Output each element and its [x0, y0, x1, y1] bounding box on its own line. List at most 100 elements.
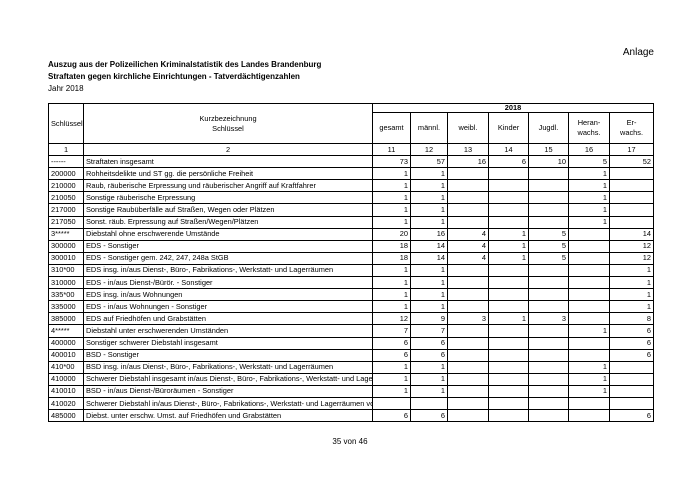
column-number: 11: [372, 142, 411, 157]
value-cell: [488, 372, 529, 386]
description-header-line: Kurzbezeichnung: [199, 113, 257, 123]
value-cell: 1: [372, 167, 411, 181]
value-cell: 10: [528, 155, 569, 169]
value-cell: [488, 179, 529, 193]
key-cell: 410*00: [48, 360, 84, 374]
value-cell: 4: [447, 227, 489, 241]
value-cell: [447, 348, 489, 362]
header-row: Schlüssel Kurzbezeichnung Schlüssel 2018: [48, 103, 655, 144]
column-header: Heran-wachs.: [568, 112, 610, 144]
value-cell: [528, 336, 569, 350]
subtitle: Straftaten gegen kirchliche Einrichtunge…: [48, 72, 300, 81]
annex-label: Anlage: [622, 47, 654, 58]
title: Auszug aus der Polizeilichen Kriminalsta…: [48, 60, 322, 69]
value-cell: 18: [372, 251, 411, 265]
value-cell: 14: [608, 227, 655, 241]
value-cell: [488, 324, 529, 338]
value-cell: 1: [372, 215, 411, 229]
value-cell: [447, 300, 489, 314]
table-row: 217050 Sonst. räub. Erpressung auf Straße…: [48, 215, 655, 229]
value-cell: [608, 167, 655, 181]
value-cell: [528, 179, 569, 193]
value-cell: 1: [372, 276, 411, 290]
value-cell: 52: [608, 155, 655, 169]
value-cell: 1: [410, 191, 448, 205]
statistics-table: Schlüssel Kurzbezeichnung Schlüssel 2018 ges…: [48, 103, 655, 423]
table-row: 485000 Diebst. unter erschw. Umst. auf Fr…: [48, 409, 655, 423]
column-number: 14: [488, 142, 529, 157]
description-cell: BSD - Sonstiger: [83, 348, 373, 362]
description-cell: Sonstiger schwerer Diebstahl insgesamt: [83, 336, 373, 350]
table-row: 3***** Diebstahl ohne erschwerende Umstän…: [48, 227, 655, 241]
value-cell: [447, 203, 489, 217]
table-row: 300010 EDS - Sonstiger gem. 242, 247, 248…: [48, 251, 655, 265]
value-cell: 1: [410, 384, 448, 398]
value-cell: [372, 396, 411, 411]
value-cell: [528, 300, 569, 314]
value-cell: 5: [528, 251, 569, 265]
value-cell: [447, 336, 489, 350]
column-header-line: wachs.: [577, 128, 601, 137]
key-header: Schlüssel: [48, 103, 84, 144]
year: Jahr 2018: [48, 84, 84, 93]
description-cell: EDS - in/aus Dienst-/Bürör. - Sonstiger: [83, 276, 373, 290]
column-number: 13: [447, 142, 489, 157]
value-cell: 1: [410, 276, 448, 290]
value-cell: 7: [372, 324, 411, 338]
value-cell: 1: [372, 360, 411, 374]
year-header: 2018: [371, 103, 655, 113]
value-cell: 6: [488, 155, 529, 169]
description-cell: Sonstige räuberische Erpressung: [83, 191, 373, 205]
value-cell: 1: [372, 263, 411, 278]
value-cell: 1: [568, 179, 610, 193]
value-cell: [447, 215, 489, 229]
value-cell: [528, 203, 569, 217]
description-header-line: Schlüssel: [212, 123, 244, 133]
value-cell: 6: [608, 348, 655, 362]
value-cell: 1: [568, 215, 610, 229]
value-cell: 12: [372, 312, 411, 326]
value-cell: [488, 191, 529, 205]
value-cell: [528, 167, 569, 181]
description-cell: Rohheitsdelikte und ST gg. die persönlic…: [83, 167, 373, 181]
value-cell: 18: [372, 239, 411, 253]
value-cell: [568, 336, 610, 350]
value-cell: 6: [410, 348, 448, 362]
value-cell: 1: [410, 263, 448, 278]
value-cell: [488, 348, 529, 362]
value-cell: [447, 179, 489, 193]
table-row: 385000 EDS auf Friedhöfen und Grabstätten…: [48, 312, 655, 326]
value-cell: 1: [372, 203, 411, 217]
value-cell: [488, 384, 529, 398]
value-cell: 1: [608, 288, 655, 302]
value-cell: 3: [447, 312, 489, 326]
table-row: 410010 BSD - in/aus Dienst-/Büroräumen - …: [48, 384, 655, 398]
column-number: 16: [568, 142, 610, 157]
value-cell: 16: [410, 227, 448, 241]
value-cell: 14: [410, 239, 448, 253]
description-cell: Raub, räuberische Erpressung und räuberi…: [83, 179, 373, 193]
value-cell: [488, 167, 529, 181]
value-cell: 4: [447, 251, 489, 265]
column-header: Jugdl.: [528, 112, 569, 144]
value-cell: [608, 396, 655, 411]
value-cell: 5: [528, 239, 569, 253]
value-cell: 1: [372, 179, 411, 193]
value-cell: 1: [372, 384, 411, 398]
value-cell: 1: [488, 312, 529, 326]
value-cell: [488, 215, 529, 229]
value-cell: [568, 239, 610, 253]
value-cell: [488, 409, 529, 423]
key-cell: 210050: [48, 191, 84, 205]
description-cell: Schwerer Diebstahl in/aus Dienst-, Büro-…: [83, 396, 373, 411]
value-cell: [568, 227, 610, 241]
description-cell: Diebst. unter erschw. Umst. auf Friedhöf…: [83, 409, 373, 423]
value-cell: [488, 288, 529, 302]
key-cell: 400010: [48, 348, 84, 362]
key-cell: 4*****: [48, 324, 84, 338]
value-cell: 1: [568, 384, 610, 398]
value-cell: 6: [608, 409, 655, 423]
value-cell: [608, 215, 655, 229]
table-row: 410020 Schwerer Diebstahl in/aus Dienst-,…: [48, 396, 655, 411]
value-cell: 1: [608, 263, 655, 278]
